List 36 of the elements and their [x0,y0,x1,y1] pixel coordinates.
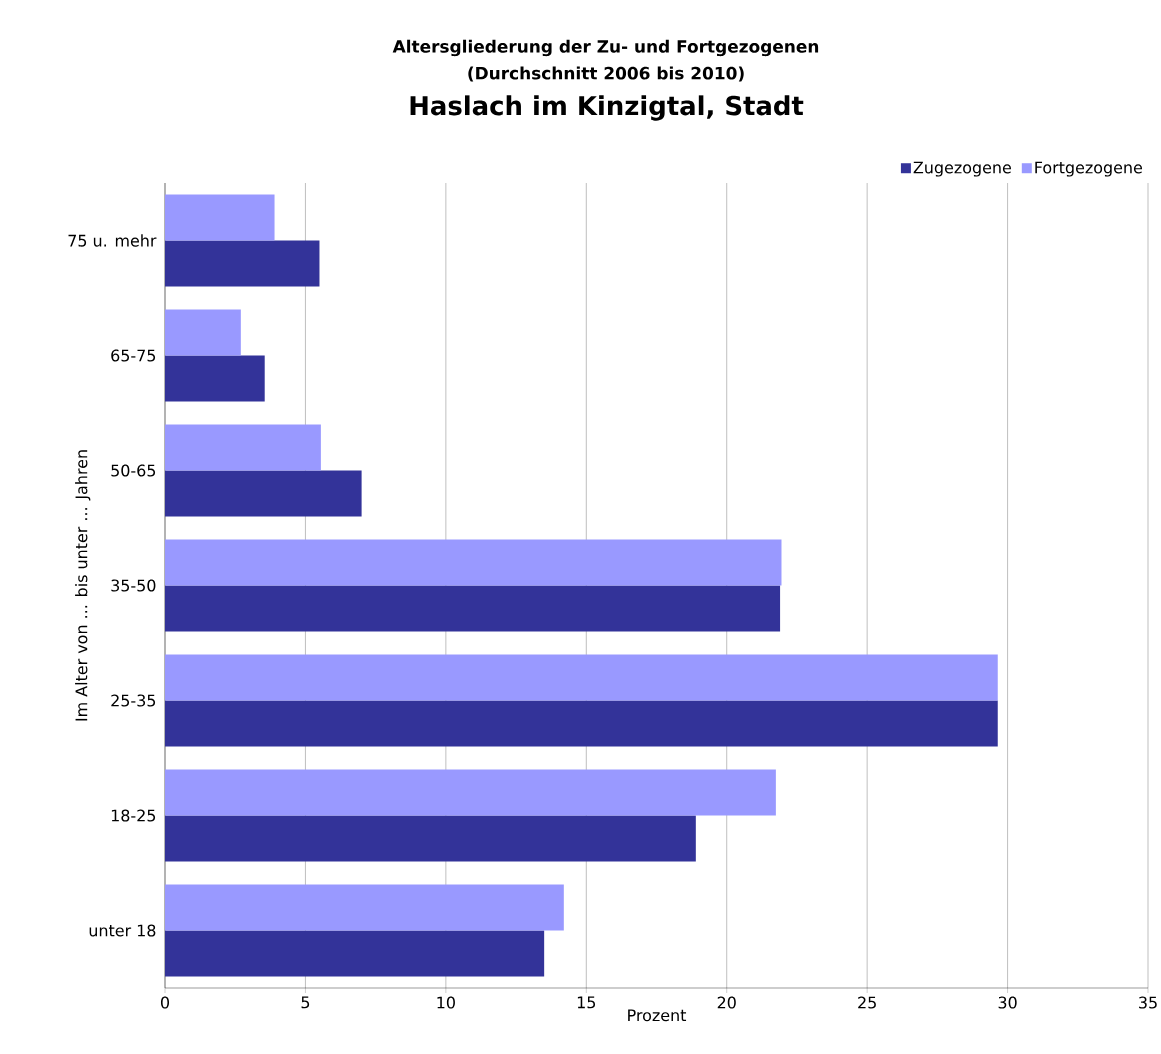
bar [165,424,321,471]
y-tick-label: 35-50 [111,579,156,592]
bar [165,884,564,931]
y-tick-label: 50-65 [111,464,156,477]
bar [165,194,275,241]
legend-label: Fortgezogene [1035,161,1142,177]
bar [165,815,696,862]
y-tick-label: unter 18 [89,924,156,937]
x-tick-label: 5 [301,996,310,1009]
chart-title: Altersgliederung der Zu- und Fortgezogenen [392,39,819,57]
bar [165,654,998,701]
x-tick-label: 25 [858,996,876,1009]
bar [165,355,265,402]
bar [165,240,320,287]
y-tick-label: 18-25 [111,809,156,822]
x-tick-label: 35 [1139,996,1157,1009]
x-tick-label: 20 [717,996,736,1009]
legend-label: Zugezogene [913,161,1011,177]
text: Haslach im Kinzigtal, Stadt [410,95,804,121]
y-axis-title: Im Alter von ... bis unter ... Jahren [75,450,91,721]
bar [165,470,362,517]
bar [165,930,545,977]
bar [165,309,241,356]
bar [165,539,782,586]
chart-subtitle: (Durchschnitt 2006 bis 2010) [468,66,744,82]
x-axis-title: Prozent [628,1009,687,1022]
y-tick-label: 65-75 [111,349,156,362]
bar [165,769,776,816]
bar [165,700,998,747]
x-tick-label: 30 [998,996,1017,1009]
bar [165,585,781,632]
y-tick-label: 75 u. mehr [68,234,157,247]
x-tick-label: 0 [160,996,170,1009]
x-tick-label: 15 [577,996,596,1009]
x-tick-label: 10 [437,996,455,1009]
y-tick-label: 25-35 [111,694,156,707]
